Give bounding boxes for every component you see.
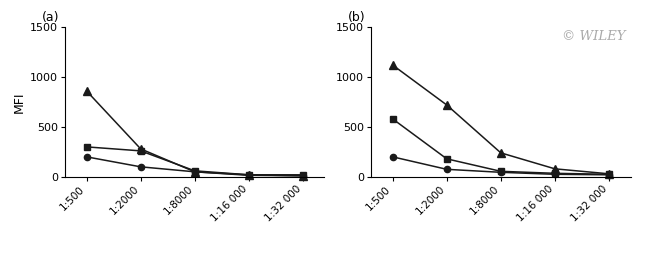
Text: (a): (a) bbox=[42, 11, 60, 24]
Text: © WILEY: © WILEY bbox=[562, 30, 625, 43]
Y-axis label: MFI: MFI bbox=[13, 91, 26, 113]
Text: (b): (b) bbox=[348, 11, 366, 24]
